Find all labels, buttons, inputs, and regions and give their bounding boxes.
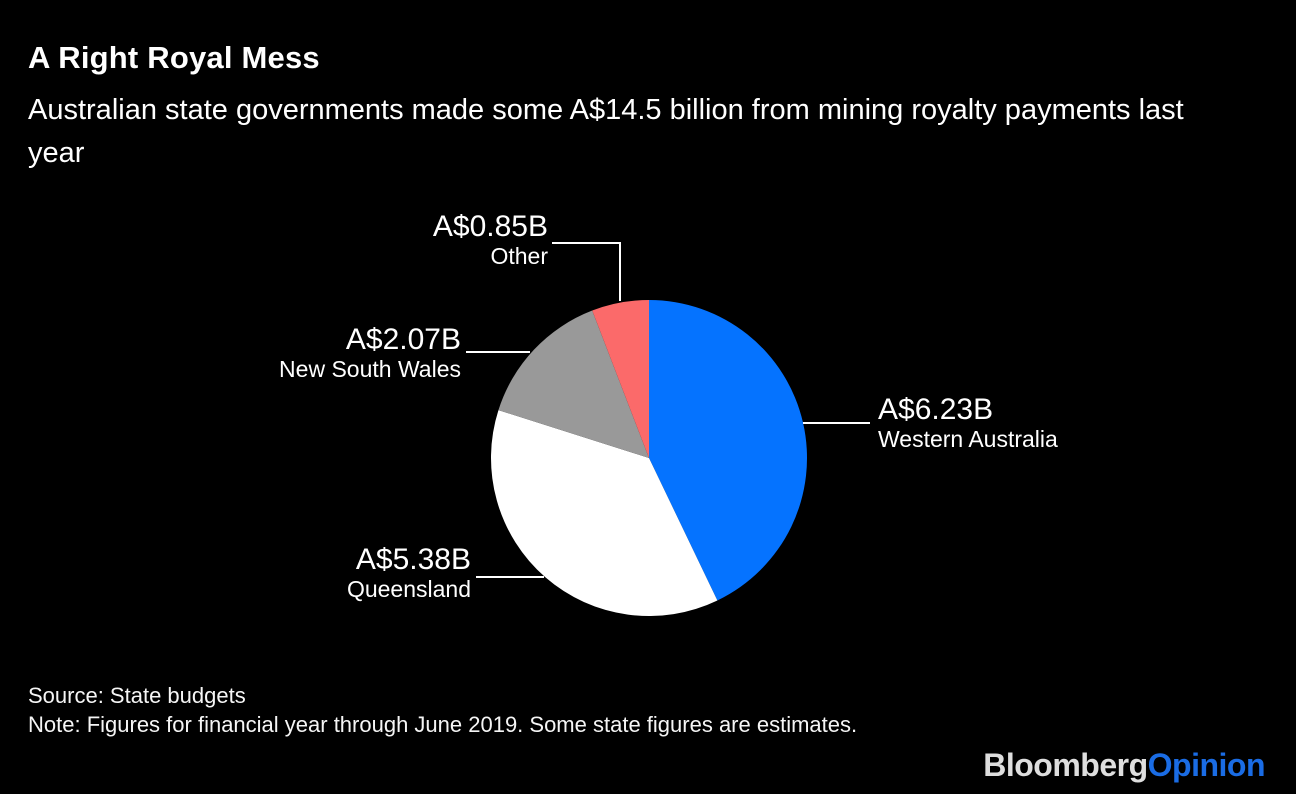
slice-name-new-south-wales: New South Wales — [279, 356, 461, 382]
slice-value-other: A$0.85B — [432, 210, 548, 243]
chart-subtitle: Australian state governments made some A… — [28, 94, 1184, 169]
chart-footer: Source: State budgets Note: Figures for … — [28, 681, 857, 739]
slice-value-new-south-wales: A$2.07B — [345, 323, 461, 356]
slice-name-western-australia: Western Australia — [878, 426, 1058, 452]
chart-header: A Right Royal Mess Australian state gove… — [28, 40, 1188, 175]
pie-slice-western-australia — [649, 300, 808, 601]
slice-label-western-australia: A$6.23B Western Australia — [878, 394, 1058, 453]
slice-name-other: Other — [490, 243, 548, 269]
slice-value-western-australia: A$6.23B — [878, 393, 994, 426]
pie-slice-other — [592, 300, 649, 458]
bloomberg-opinion-logo: BloombergOpinion — [983, 747, 1265, 784]
note-text: Note: Figures for financial year through… — [28, 712, 858, 737]
slice-label-new-south-wales: A$2.07B New South Wales — [279, 324, 461, 383]
pie-slice-queensland — [490, 410, 718, 617]
chart-title: A Right Royal Mess — [28, 40, 320, 75]
opinion-wordmark: Opinion — [1147, 747, 1266, 783]
slice-name-queensland: Queensland — [346, 576, 471, 602]
pie-slice-new-south-wales — [498, 310, 649, 458]
slice-value-queensland: A$5.38B — [355, 543, 471, 576]
slice-label-queensland: A$5.38B Queensland — [347, 544, 471, 603]
source-text: Source: State budgets — [28, 683, 246, 708]
bloomberg-wordmark: Bloomberg — [983, 747, 1148, 783]
slice-label-other: A$0.85B Other — [433, 211, 548, 270]
leader-line-other — [552, 242, 621, 301]
